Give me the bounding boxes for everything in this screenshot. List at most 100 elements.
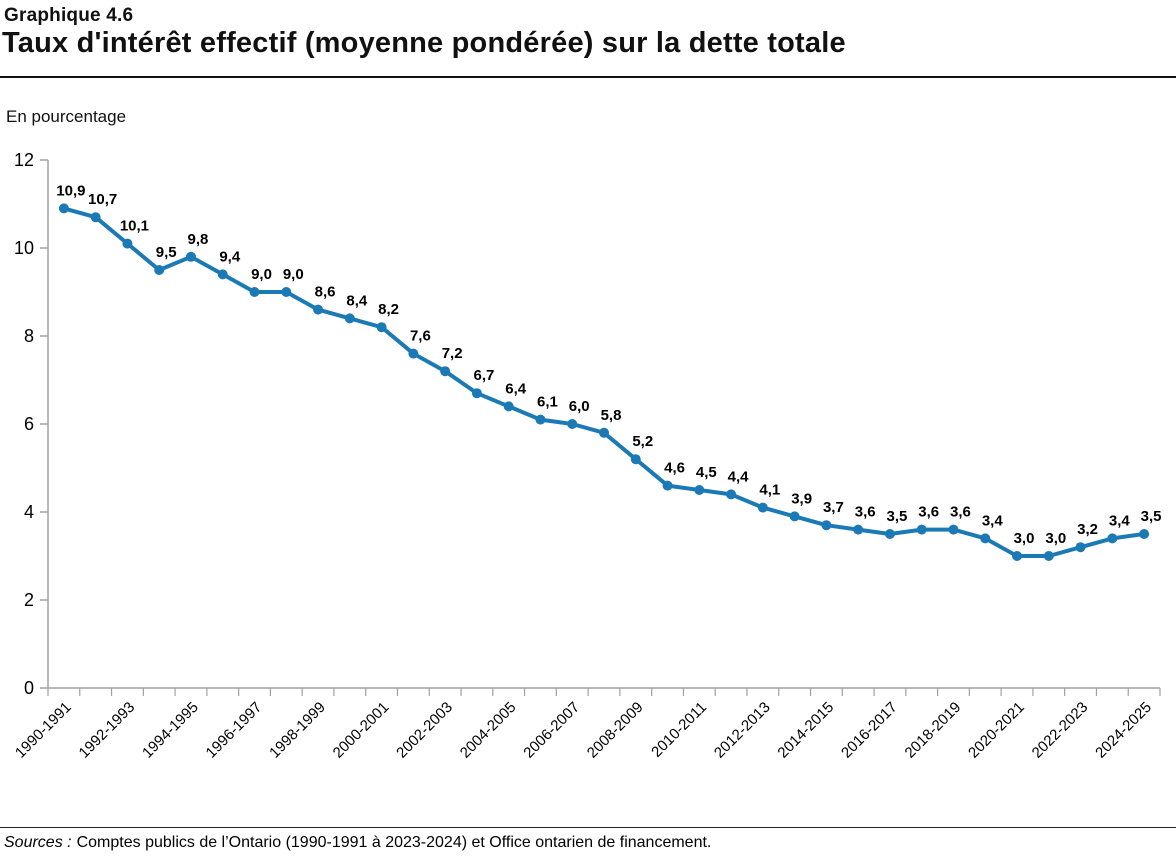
data-point (154, 265, 165, 275)
source-text: Comptes publics de l’Ontario (1990-1991 … (76, 834, 712, 851)
data-point (853, 524, 864, 535)
data-label: 3,6 (950, 504, 971, 521)
data-label: 4,5 (696, 464, 717, 481)
data-point (344, 313, 355, 324)
data-point (249, 287, 260, 297)
data-label: 7,2 (442, 345, 463, 362)
data-point (281, 287, 292, 297)
x-tick-label: 2018-2019 (902, 699, 965, 762)
x-tick-label: 2000-2001 (330, 699, 393, 762)
data-point (884, 529, 895, 539)
data-label: 10,7 (88, 191, 117, 208)
data-label: 10,1 (120, 218, 149, 235)
data-label: 3,4 (982, 512, 1004, 529)
data-label: 9,8 (188, 231, 209, 248)
source-label: Sources : (4, 834, 72, 851)
y-tick-label: 0 (24, 678, 34, 698)
data-label: 3,0 (1014, 530, 1035, 547)
data-point (535, 414, 546, 425)
data-point (1107, 533, 1118, 544)
data-point (90, 212, 101, 223)
data-point (916, 524, 927, 535)
x-tick-label: 1992-1993 (76, 699, 139, 762)
x-tick-label: 2008-2009 (584, 699, 647, 762)
y-tick-label: 8 (24, 326, 34, 346)
data-label: 8,6 (315, 284, 336, 301)
data-label: 5,8 (601, 407, 622, 424)
y-tick-label: 10 (14, 238, 34, 258)
data-point (440, 366, 451, 377)
y-tick-label: 6 (24, 414, 34, 434)
title-divider (0, 76, 1176, 78)
data-label: 4,4 (728, 468, 750, 485)
data-point (217, 269, 228, 280)
x-tick-label: 2004-2005 (457, 699, 520, 762)
data-label: 6,4 (505, 380, 527, 397)
x-tick-label: 1998-1999 (266, 699, 329, 762)
data-label: 3,4 (1109, 512, 1131, 529)
data-label: 10,9 (56, 182, 85, 199)
data-label: 8,4 (346, 292, 368, 309)
data-label: 8,2 (378, 301, 399, 318)
data-point (948, 524, 959, 535)
data-point (503, 401, 514, 412)
data-point (662, 480, 673, 491)
data-point (185, 251, 196, 262)
data-label: 3,5 (1141, 508, 1162, 525)
y-axis-unit-label: En pourcentage (6, 107, 127, 126)
data-label: 3,2 (1077, 521, 1098, 538)
data-point (599, 427, 609, 438)
data-point (567, 419, 578, 429)
x-tick-label: 2016-2017 (838, 699, 901, 762)
data-point (980, 533, 991, 544)
x-tick-label: 2022-2023 (1029, 699, 1092, 762)
data-label: 9,0 (283, 266, 304, 283)
x-tick-label: 2020-2021 (965, 699, 1028, 762)
data-point (789, 511, 800, 522)
data-point (757, 502, 768, 513)
x-tick-label: 2014-2015 (774, 699, 837, 762)
data-point (313, 304, 324, 315)
data-label: 9,0 (251, 266, 272, 283)
x-tick-label: 2024-2025 (1092, 699, 1155, 762)
data-point (630, 454, 641, 465)
data-point (1012, 551, 1023, 561)
x-tick-label: 2012-2013 (711, 699, 774, 762)
data-label: 3,7 (823, 499, 844, 516)
data-point (726, 489, 737, 500)
data-label: 4,6 (664, 460, 685, 477)
data-label: 9,4 (219, 248, 241, 265)
x-tick-label: 2002-2003 (393, 699, 456, 762)
data-label: 5,2 (632, 433, 653, 450)
x-tick-label: 1990-1991 (12, 699, 75, 762)
data-label: 6,7 (473, 367, 494, 384)
data-label: 6,0 (569, 398, 590, 415)
y-tick-label: 4 (24, 502, 34, 522)
data-point (694, 485, 705, 495)
data-point (471, 388, 482, 399)
data-point (376, 322, 387, 333)
source-note: Sources : Comptes publics de l’Ontario (1… (4, 834, 711, 852)
x-tick-label: 1996-1997 (203, 699, 266, 762)
data-point (408, 348, 419, 359)
chart-number: Graphique 4.6 (4, 5, 134, 26)
data-label: 3,0 (1045, 530, 1066, 547)
x-tick-label: 1994-1995 (139, 699, 202, 762)
data-label: 9,5 (156, 244, 177, 261)
data-label: 3,6 (918, 504, 939, 521)
source-divider (0, 827, 1176, 828)
data-point (58, 203, 69, 214)
interest-rate-line-chart: 0 2 4 6 8 10 12 1990-1991 1992-1993 1994-1995 1996… (12, 150, 1162, 762)
data-label: 3,6 (855, 504, 876, 521)
data-point (122, 238, 133, 249)
data-label: 3,5 (887, 508, 908, 525)
data-label: 3,9 (791, 490, 812, 507)
data-label: 7,6 (410, 328, 431, 345)
data-point (821, 520, 832, 531)
data-point (1139, 529, 1150, 539)
y-tick-label: 2 (24, 590, 34, 610)
x-tick-label: 2010-2011 (648, 699, 710, 761)
chart-title: Taux d'intérêt effectif (moyenne pondéré… (2, 27, 846, 59)
data-point (1075, 542, 1086, 553)
